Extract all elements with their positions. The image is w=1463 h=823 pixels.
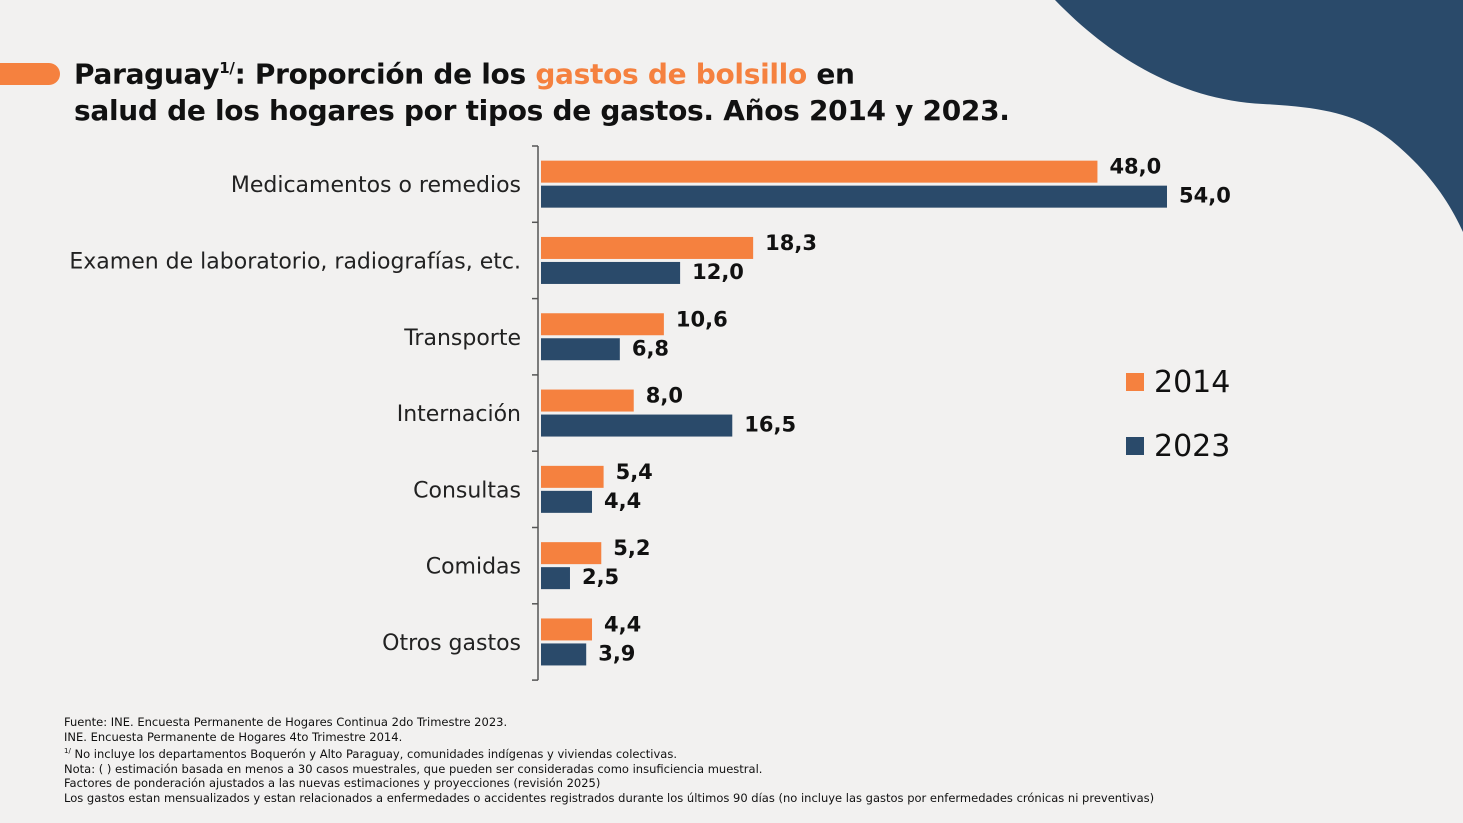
legend-item-2023: 2023 — [1126, 426, 1230, 466]
category-label-otros-gastos: Otros gastos — [382, 631, 521, 656]
category-label-comidas: Comidas — [426, 555, 521, 580]
title-part2: : Proporción de los — [234, 57, 536, 91]
footnote-source-2014: INE. Encuesta Permanente de Hogares 4to … — [64, 729, 403, 744]
value-label-2014-medicamentos-o-remedios: 48,0 — [1109, 155, 1161, 179]
bar-2023-medicamentos-o-remedios — [541, 185, 1167, 208]
bar-2023-otros-gastos — [541, 643, 587, 666]
value-label-2014-comidas: 5,2 — [613, 536, 650, 560]
bar-2014-medicamentos-o-remedios — [541, 160, 1098, 183]
legend-label-2023: 2023 — [1154, 428, 1231, 464]
value-label-2023-medicamentos-o-remedios: 54,0 — [1179, 184, 1231, 208]
value-label-2023-consultas: 4,4 — [604, 489, 641, 513]
bar-2023-comidas — [541, 567, 570, 590]
footnote-exclusions: 1/ No incluye los departamentos Boquerón… — [64, 744, 1154, 761]
category-label-examen-de-laboratorio-radiografias-etc: Examen de laboratorio, radiografías, etc… — [69, 249, 521, 274]
value-label-2023-otros-gastos: 3,9 — [598, 641, 635, 665]
bar-chart: Medicamentos o remedios 48,0 54,0 Examen de… — [69, 145, 1231, 681]
title-accent-bar — [0, 63, 60, 85]
category-label-internacion: Internación — [397, 402, 521, 427]
title-line2: salud de los hogares por tipos de gastos… — [74, 94, 1010, 128]
corner-decoration — [1055, 0, 1463, 232]
bar-2023-transporte — [541, 338, 620, 361]
footnote-weights: Factores de ponderación ajustados a las … — [64, 776, 601, 791]
footnote-exclusions-text: No incluye los departamentos Boquerón y … — [70, 747, 678, 762]
legend-item-2014: 2014 — [1126, 362, 1230, 402]
value-label-2023-internacion: 16,5 — [744, 413, 796, 437]
value-label-2014-examen-de-laboratorio-radiografias-etc: 18,3 — [765, 231, 817, 255]
chart-title: Paraguay1/: Proporción de los gastos de … — [74, 50, 1010, 129]
legend-swatch-2023 — [1126, 437, 1144, 455]
category-label-transporte: Transporte — [403, 326, 521, 351]
title-part3: en — [806, 57, 855, 91]
bar-2023-examen-de-laboratorio-radiografias-etc — [541, 261, 681, 284]
bar-2014-transporte — [541, 313, 664, 336]
category-label-medicamentos-o-remedios: Medicamentos o remedios — [231, 173, 521, 198]
title-part1: Paraguay — [74, 57, 220, 91]
footnote-note: Nota: ( ) estimación basada en menos a 3… — [64, 761, 763, 776]
category-label-consultas: Consultas — [413, 478, 521, 503]
value-label-2014-transporte: 10,6 — [676, 307, 728, 331]
value-label-2014-consultas: 5,4 — [616, 460, 653, 484]
value-label-2023-examen-de-laboratorio-radiografias-etc: 12,0 — [692, 260, 744, 284]
footnotes: Fuente: INE. Encuesta Permanente de Hoga… — [64, 715, 1154, 805]
bar-2014-consultas — [541, 465, 604, 488]
footnote-mark: 1/ — [64, 747, 71, 756]
bar-2014-examen-de-laboratorio-radiografias-etc — [541, 236, 754, 259]
footnote-source-2023: Fuente: INE. Encuesta Permanente de Hoga… — [64, 715, 508, 729]
value-label-2023-transporte: 6,8 — [632, 336, 669, 360]
value-label-2014-internacion: 8,0 — [646, 384, 683, 408]
title-highlight: gastos de bolsillo — [535, 57, 807, 91]
footnote-period: Los gastos estan mensualizados y estan r… — [64, 790, 1155, 805]
bar-2014-comidas — [541, 542, 602, 565]
bar-2014-internacion — [541, 389, 634, 412]
legend: 2014 2023 — [1126, 362, 1230, 490]
bar-2014-otros-gastos — [541, 618, 593, 641]
value-label-2023-comidas: 2,5 — [582, 565, 619, 589]
legend-swatch-2014 — [1126, 373, 1144, 391]
legend-label-2014: 2014 — [1154, 364, 1231, 400]
bar-2023-internacion — [541, 414, 733, 437]
title-footnote-mark: 1/ — [219, 59, 235, 77]
bar-2023-consultas — [541, 490, 593, 513]
value-label-2014-otros-gastos: 4,4 — [604, 612, 641, 636]
